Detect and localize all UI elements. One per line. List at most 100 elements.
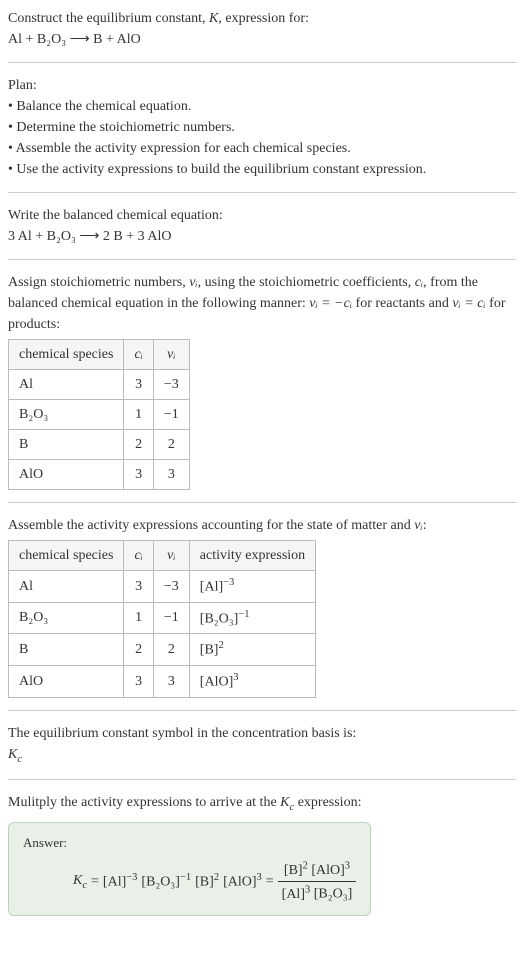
table-cell: 3 (124, 370, 153, 400)
term: [B]2 (195, 870, 219, 893)
table-cell: 3 (153, 460, 189, 490)
symbol-section: The equilibrium constant symbol in the c… (8, 723, 516, 768)
table-cell: B₂O₃ (9, 602, 124, 634)
table-cell: [AlO]3 (189, 665, 315, 697)
table-cell: Al (9, 571, 124, 603)
kc-k: K (73, 873, 82, 888)
table-cell: −1 (153, 400, 189, 430)
intro-section: Construct the equilibrium constant, K, e… (8, 8, 516, 50)
plan-bullet: • Determine the stoichiometric numbers. (8, 117, 516, 138)
table-cell: AlO (9, 665, 124, 697)
assign-section: Assign stoichiometric numbers, νᵢ, using… (8, 272, 516, 490)
kc-k: K (280, 795, 289, 810)
table-row: AlO 3 3 [AlO]3 (9, 665, 316, 697)
divider (8, 710, 516, 711)
fraction: [B]2 [AlO]3 [Al]3 [B₂O₃] (278, 858, 357, 904)
answer-equation: Kc = [Al]−3 [B₂O₃]−1 [B]2 [AlO]3 = [B]2 … (23, 858, 356, 904)
table-row: Al 3 −3 [Al]−3 (9, 571, 316, 603)
term: [B]2 (284, 863, 308, 878)
table-cell: −1 (153, 602, 189, 634)
table-cell: [B]2 (189, 634, 315, 666)
table-header-row: chemical species cᵢ νᵢ (9, 340, 190, 370)
table-cell: 1 (124, 400, 153, 430)
table-header-row: chemical species cᵢ νᵢ activity expressi… (9, 541, 316, 571)
divider (8, 502, 516, 503)
intro-k: K (209, 11, 218, 26)
term: [AlO]3 (223, 870, 262, 893)
plan-bullet: • Balance the chemical equation. (8, 96, 516, 117)
balanced-section: Write the balanced chemical equation: 3 … (8, 205, 516, 247)
table-cell: 3 (153, 665, 189, 697)
answer-box: Answer: Kc = [Al]−3 [B₂O₃]−1 [B]2 [AlO]3… (8, 822, 371, 916)
kc-symbol: Kc (73, 870, 87, 894)
table-header: νᵢ (153, 340, 189, 370)
intro-text-1: Construct the equilibrium constant, (8, 11, 209, 26)
assign-eq1: νᵢ = −cᵢ (309, 296, 352, 311)
activity-exp: −3 (223, 577, 234, 588)
assemble-section: Assemble the activity expressions accoun… (8, 515, 516, 698)
kc-c: c (82, 879, 87, 890)
intro-text-1b: , expression for: (218, 11, 309, 26)
table-row: B 2 2 (9, 430, 190, 460)
assign-nu: νᵢ (189, 275, 197, 290)
table-cell: [B₂O₃]−1 (189, 602, 315, 634)
kc-c: c (17, 753, 22, 764)
equals: = (266, 871, 274, 892)
assign-text: , using the stoichiometric coefficients, (198, 275, 415, 290)
intro-equation: Al + B₂O₃ ⟶ B + AlO (8, 32, 141, 47)
activity-table: chemical species cᵢ νᵢ activity expressi… (8, 540, 316, 698)
multiply-text: expression: (294, 795, 361, 810)
answer-label: Answer: (23, 833, 356, 853)
table-row: AlO 3 3 (9, 460, 190, 490)
table-cell: B₂O₃ (9, 400, 124, 430)
activity-exp: 3 (233, 672, 238, 683)
table-row: B 2 2 [B]2 (9, 634, 316, 666)
balanced-equation: 3 Al + B₂O₃ ⟶ 2 B + 3 AlO (8, 226, 516, 247)
table-cell: 2 (153, 430, 189, 460)
kc-symbol: Kc (8, 744, 516, 768)
table-row: B₂O₃ 1 −1 (9, 400, 190, 430)
table-cell: 2 (124, 634, 153, 666)
table-header: cᵢ (124, 541, 153, 571)
table-header: νᵢ (153, 541, 189, 571)
divider (8, 62, 516, 63)
numerator: [B]2 [AlO]3 (278, 858, 357, 882)
table-header: chemical species (9, 541, 124, 571)
assemble-nu: νᵢ (414, 518, 422, 533)
activity-exp: 2 (218, 640, 223, 651)
divider (8, 192, 516, 193)
table-cell: 3 (124, 460, 153, 490)
equals: = (91, 871, 99, 892)
assign-eq2: νᵢ = cᵢ (452, 296, 485, 311)
assemble-text: Assemble the activity expressions accoun… (8, 518, 414, 533)
assemble-colon: : (423, 518, 427, 533)
assign-text: Assign stoichiometric numbers, (8, 275, 189, 290)
multiply-section: Mulitply the activity expressions to arr… (8, 792, 516, 915)
table-cell: B (9, 634, 124, 666)
table-row: B₂O₃ 1 −1 [B₂O₃]−1 (9, 602, 316, 634)
plan-bullet: • Use the activity expressions to build … (8, 159, 516, 180)
table-cell: Al (9, 370, 124, 400)
term: [AlO]3 (311, 863, 350, 878)
table-cell: [Al]−3 (189, 571, 315, 603)
plan-section: Plan: • Balance the chemical equation. •… (8, 75, 516, 180)
symbol-text: The equilibrium constant symbol in the c… (8, 723, 516, 744)
activity-base: [B₂O₃] (200, 611, 239, 626)
term: [B₂O₃] (314, 887, 353, 902)
table-header: cᵢ (124, 340, 153, 370)
table-header: activity expression (189, 541, 315, 571)
plan-heading: Plan: (8, 75, 516, 96)
table-cell: 2 (124, 430, 153, 460)
balanced-text: Write the balanced chemical equation: (8, 205, 516, 226)
plan-bullet: • Assemble the activity expression for e… (8, 138, 516, 159)
table-cell: 2 (153, 634, 189, 666)
activity-exp: −1 (238, 609, 249, 620)
assign-ci: cᵢ (415, 275, 423, 290)
divider (8, 779, 516, 780)
term: [Al]3 (282, 887, 311, 902)
table-cell: AlO (9, 460, 124, 490)
term: [B₂O₃]−1 (141, 870, 191, 893)
assign-text: for reactants and (352, 296, 452, 311)
table-cell: 1 (124, 602, 153, 634)
table-cell: −3 (153, 370, 189, 400)
